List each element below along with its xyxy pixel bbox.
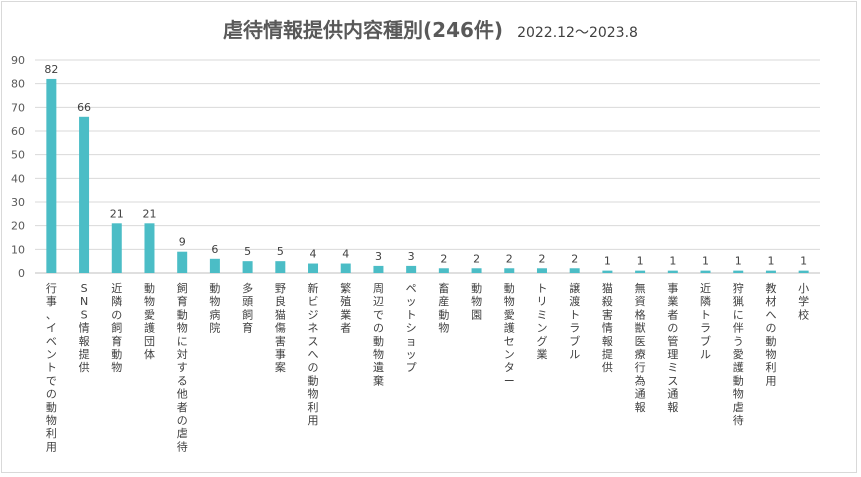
bar xyxy=(275,261,286,273)
x-category-label: 動物園 xyxy=(471,281,482,321)
data-label: 3 xyxy=(375,250,382,263)
chart-title-block: 虐待情報提供内容種別(246件) 2022.12～2023.8 xyxy=(0,14,861,43)
data-label: 2 xyxy=(538,252,545,265)
bar xyxy=(471,268,482,273)
data-label: 5 xyxy=(277,245,284,258)
data-label: 66 xyxy=(77,101,91,114)
y-tick-label: 90 xyxy=(11,54,25,67)
x-category-label: 近隣の飼育動物 xyxy=(111,282,122,374)
bar xyxy=(340,263,351,273)
data-label: 1 xyxy=(669,255,676,268)
data-label: 1 xyxy=(735,255,742,268)
x-category-label: 周辺での動物遺棄 xyxy=(373,282,384,387)
data-label: 2 xyxy=(571,252,578,265)
bar xyxy=(504,268,515,273)
data-label: 1 xyxy=(702,255,709,268)
x-category-label: 無資格獣医療行為通報 xyxy=(635,281,646,414)
x-category-label: 畜産動物 xyxy=(438,281,449,335)
bar xyxy=(308,263,319,273)
y-tick-label: 80 xyxy=(11,78,25,91)
bar xyxy=(667,270,678,273)
data-label: 1 xyxy=(767,255,774,268)
y-tick-label: 30 xyxy=(11,196,25,209)
x-category-label: 事業者の管理ミス通報 xyxy=(667,282,678,414)
chart-title: 虐待情報提供内容種別(246件) xyxy=(223,18,504,42)
data-label: 3 xyxy=(408,250,415,263)
x-category-label: トリミング業 xyxy=(536,282,547,361)
bar xyxy=(144,223,155,273)
data-label: 4 xyxy=(342,248,349,261)
data-label: 21 xyxy=(142,207,156,220)
bar xyxy=(635,270,646,273)
x-category-label: 小学校 xyxy=(798,282,809,321)
bar xyxy=(373,265,384,273)
bar xyxy=(177,251,188,273)
x-category-label: 飼育動物に対する他者の虐待 xyxy=(177,281,188,453)
bar xyxy=(111,223,122,273)
bar xyxy=(242,261,253,273)
x-category-label: 猫殺害情報提供 xyxy=(602,282,613,374)
y-tick-label: 60 xyxy=(11,125,25,138)
y-tick-label: 0 xyxy=(18,267,25,280)
x-category-label: 動物愛護センター xyxy=(504,281,515,387)
data-label: 1 xyxy=(604,255,611,268)
y-tick-label: 20 xyxy=(11,220,25,233)
x-category-label: 新ビジネスへの動物利用 xyxy=(308,281,319,427)
x-category-label: 野良猫傷害事案 xyxy=(275,282,286,374)
x-category-label: 動物病院 xyxy=(209,281,220,335)
data-label: 82 xyxy=(44,63,58,76)
bar xyxy=(798,270,809,273)
bar xyxy=(536,268,547,273)
bar xyxy=(700,270,711,273)
y-tick-label: 10 xyxy=(11,243,25,256)
data-label: 1 xyxy=(800,255,807,268)
x-category-label: S N S 情報提供 xyxy=(79,282,90,374)
bar xyxy=(569,268,580,273)
data-label: 6 xyxy=(211,243,218,256)
x-category-label: 狩猟に伴う愛護動物虐待 xyxy=(733,281,744,427)
x-category-label: 動物愛護団体 xyxy=(144,281,155,361)
y-tick-label: 40 xyxy=(11,172,25,185)
x-category-label: 行事、イベントでの動物利用 xyxy=(46,282,57,453)
bar xyxy=(438,268,449,273)
y-tick-label: 70 xyxy=(11,101,25,114)
bar xyxy=(733,270,744,273)
data-label: 2 xyxy=(506,252,513,265)
data-label: 21 xyxy=(110,207,124,220)
data-label: 1 xyxy=(637,255,644,268)
x-category-label: 多頭飼育 xyxy=(242,281,253,335)
x-category-label: 教材への動物利用 xyxy=(765,282,776,387)
data-label: 4 xyxy=(310,248,317,261)
bar xyxy=(209,258,220,273)
bar xyxy=(79,116,90,273)
data-label: 2 xyxy=(440,252,447,265)
data-label: 9 xyxy=(179,236,186,249)
bar xyxy=(765,270,776,273)
x-category-label: 繁殖業者 xyxy=(340,281,351,335)
data-label: 5 xyxy=(244,245,251,258)
bar xyxy=(602,270,613,273)
data-label: 2 xyxy=(473,252,480,265)
x-category-label: 近隣トラブル xyxy=(700,282,711,361)
bar xyxy=(406,265,417,273)
x-category-label: 譲渡トラブル xyxy=(569,281,580,361)
y-tick-label: 50 xyxy=(11,149,25,162)
bar xyxy=(46,78,57,273)
chart-subtitle: 2022.12～2023.8 xyxy=(517,25,638,41)
x-category-label: ペットショップ xyxy=(406,282,417,374)
